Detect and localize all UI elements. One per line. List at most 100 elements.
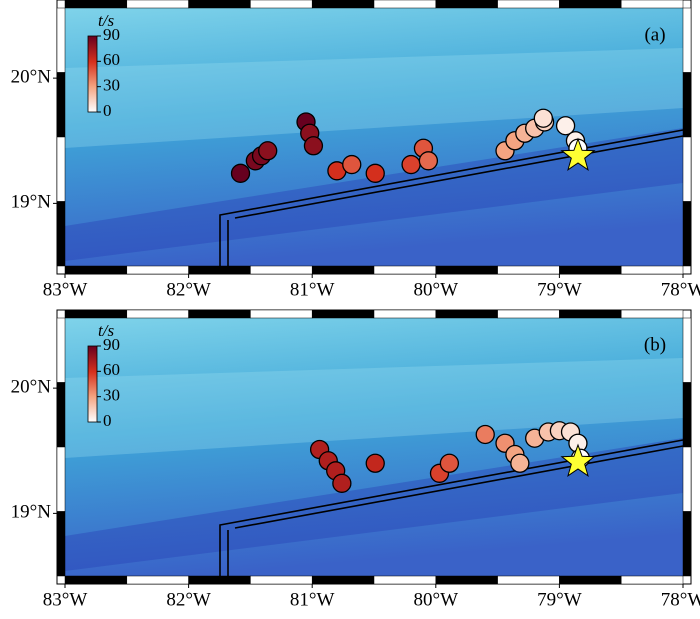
colorbar-tick-label: 60 (103, 360, 120, 379)
frame-tick (56, 382, 66, 448)
event (510, 453, 530, 473)
frame-tick (620, 0, 684, 9)
colorbar-tick-label: 30 (103, 76, 120, 95)
frame-tick (188, 265, 251, 275)
frame-tick (682, 382, 692, 448)
y-tick-label: 19°N (11, 502, 52, 523)
frame-tick (56, 317, 66, 383)
frame-tick (682, 7, 692, 73)
colorbar: 0 30 60 90t/s (87, 11, 120, 120)
x-tick-label: 83°W (43, 279, 88, 300)
frame-tick (56, 7, 66, 73)
frame-tick (64, 575, 128, 585)
frame-tick (126, 265, 189, 275)
y-tick-label: 19°N (11, 192, 52, 213)
frame-tick (311, 575, 375, 585)
colorbar-tick-label: 30 (103, 386, 120, 405)
frame-tick (435, 575, 498, 585)
colorbar: 0 30 60 90t/s (87, 321, 120, 430)
event (258, 141, 278, 161)
frame-tick (126, 309, 189, 319)
y-tick-label: 20°N (11, 376, 52, 397)
fault-line (219, 129, 684, 266)
map-panel: 83°W 82°W 81°W 80°W 79°W 78°W 19°N 20°N (a) 0 30 60… (11, 0, 700, 300)
x-tick-label: 80°W (414, 589, 459, 610)
frame-tick (682, 201, 692, 267)
frame-tick (497, 0, 560, 9)
frame-tick (620, 575, 684, 585)
frame-tick (250, 309, 313, 319)
frame-tick (56, 511, 66, 577)
frame-tick (250, 0, 313, 9)
x-tick-label: 82°W (166, 279, 211, 300)
frame-tick (373, 0, 437, 9)
frame-tick (620, 265, 684, 275)
map-panel: 83°W 82°W 81°W 80°W 79°W 78°W 19°N 20°N (b) 0 30 60… (11, 309, 700, 610)
ridge (65, 48, 683, 148)
colorbar-tick-label: 90 (103, 25, 120, 44)
colorbar-label: t/s (98, 11, 114, 30)
x-tick-label: 82°W (166, 589, 211, 610)
frame-tick (250, 265, 313, 275)
panel-label: (b) (644, 334, 666, 355)
event (303, 136, 324, 156)
frame-tick (682, 72, 692, 138)
colorbar-tick-label: 60 (103, 50, 120, 69)
frame-tick (435, 309, 498, 319)
frame-tick (311, 265, 375, 275)
x-tick-label: 83°W (43, 589, 88, 610)
event (365, 163, 385, 183)
colorbar-tick-label: 0 (103, 411, 112, 430)
frame-tick (373, 575, 437, 585)
frame-tick (682, 446, 692, 512)
ridge (65, 358, 683, 458)
frame-tick (682, 136, 692, 202)
y-tick-label: 20°N (11, 66, 52, 87)
x-tick-label: 79°W (537, 589, 582, 610)
panel-label: (a) (644, 24, 665, 45)
frame-tick (497, 575, 560, 585)
frame-tick (559, 309, 622, 319)
event (342, 154, 362, 175)
x-tick-label: 80°W (414, 279, 459, 300)
frame-tick (559, 265, 622, 275)
x-tick-label: 81°W (290, 589, 335, 610)
event (332, 473, 352, 493)
frame-tick (64, 309, 128, 319)
x-tick-label: 79°W (537, 279, 582, 300)
event (365, 453, 385, 473)
frame-tick (559, 0, 622, 9)
frame-tick (497, 265, 560, 275)
event (475, 424, 495, 445)
frame-tick (682, 317, 692, 383)
frame-tick (311, 309, 375, 319)
event (418, 151, 439, 171)
frame-tick (682, 511, 692, 577)
event (230, 163, 251, 183)
event (533, 108, 553, 128)
x-tick-label: 81°W (290, 279, 335, 300)
frame-tick (56, 201, 66, 267)
colorbar-tick-label: 90 (103, 335, 120, 354)
frame-tick (188, 309, 251, 319)
frame-tick (188, 0, 251, 9)
colorbar-ramp (87, 35, 98, 113)
event (439, 453, 460, 473)
frame-tick (497, 309, 560, 319)
epicenter-star (560, 137, 596, 171)
frame-tick (126, 0, 189, 9)
frame-tick (64, 265, 128, 275)
frame-tick (188, 575, 251, 585)
event (555, 116, 576, 136)
frame-tick (56, 72, 66, 138)
frame-tick (373, 265, 437, 275)
frame-tick (435, 265, 498, 275)
frame-tick (56, 446, 66, 512)
x-tick-label: 78°W (661, 279, 700, 300)
fault-line (219, 439, 684, 576)
frame-tick (559, 575, 622, 585)
frame-tick (620, 309, 684, 319)
x-tick-label: 78°W (661, 589, 700, 610)
frame-tick (56, 136, 66, 202)
